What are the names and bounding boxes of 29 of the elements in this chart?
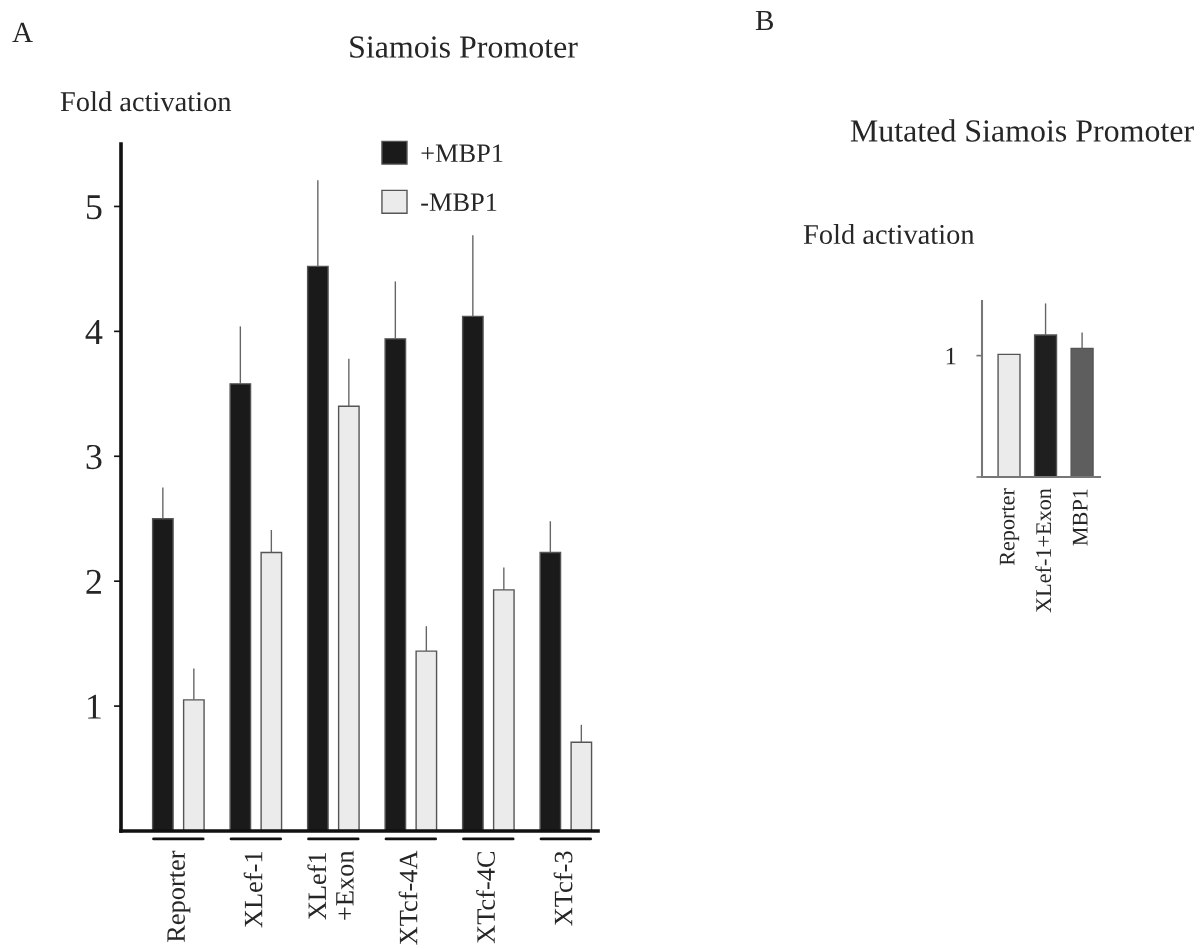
x-tick-label: Reporter [999, 488, 1020, 566]
chart-title: Siamois Promoter [350, 36, 578, 58]
bar [260, 551, 283, 831]
text: A [12, 22, 33, 43]
x-tick-label: MBP1 [1072, 489, 1088, 546]
bar [570, 741, 593, 831]
x-tick-label: XTcf-4A [398, 850, 418, 945]
text: B [755, 10, 774, 31]
y-tick-label: 3 [86, 444, 102, 470]
legend-label: +MBP1 [421, 144, 503, 162]
x-tick-label: XLef-1 [243, 852, 263, 928]
y-tick-label: 1 [88, 694, 101, 719]
x-tick-label: XTcf-4C [476, 851, 495, 944]
bar [337, 405, 360, 831]
bar [415, 650, 438, 831]
y-tick-label: 5 [86, 195, 102, 220]
bar [182, 699, 205, 831]
y-axis-title: Fold activation [803, 224, 975, 245]
bar [492, 589, 515, 831]
y-tick-label: 4 [85, 320, 103, 344]
x-tick-label: XLef-1+Exon [1035, 488, 1052, 613]
chart-title: Mutated Siamois Promoter [850, 119, 1194, 142]
y-axis-title: Fold activation [60, 91, 232, 112]
y-tick-label: 1 [946, 347, 956, 365]
x-tick-label: Reporter [167, 850, 191, 943]
y-tick-label: 2 [86, 569, 101, 594]
x-tick-label: XTcf-3 [553, 851, 573, 926]
legend-label: -MBP1 [421, 193, 497, 211]
x-tick-label: XLef1 +Exon [307, 850, 354, 920]
